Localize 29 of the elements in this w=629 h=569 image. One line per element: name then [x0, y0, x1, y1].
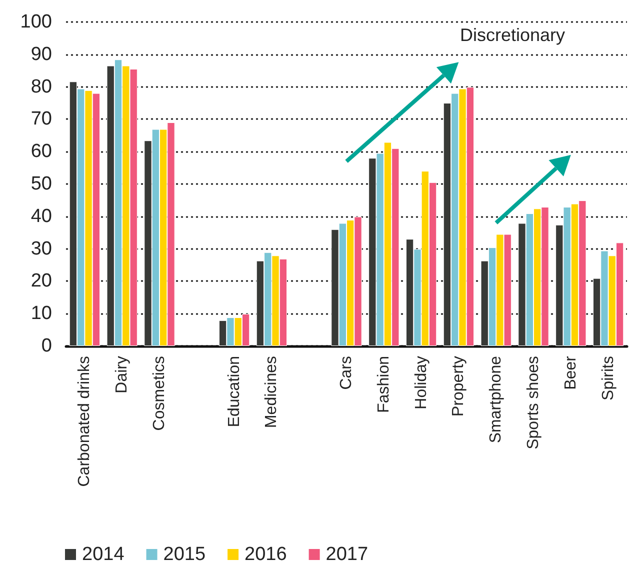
x-tick-label: Beer — [562, 355, 580, 390]
x-tick-label: Education — [226, 356, 243, 428]
x-tick-label: Holiday — [412, 356, 430, 410]
legend-label: 2016 — [244, 544, 287, 565]
x-tick-label: Spirits — [600, 356, 617, 400]
x-tick-label: Carbonated drinks — [76, 356, 94, 487]
x-tick-label: Cars — [338, 356, 355, 390]
y-tick-label: 40 — [30, 206, 52, 227]
x-tick-label: Sports shoes — [525, 356, 542, 450]
y-tick-label: 70 — [30, 108, 52, 130]
legend-label: 2014 — [82, 544, 125, 565]
y-tick-label: 20 — [30, 270, 52, 292]
legend-label: 2015 — [163, 544, 206, 565]
y-tick-label: 50 — [30, 174, 52, 194]
x-tick-label: Cosmetics — [151, 356, 168, 431]
y-tick-label: 60 — [30, 141, 52, 162]
x-tick-label: Dairy — [114, 356, 131, 394]
legend-label: 2017 — [326, 544, 368, 565]
y-tick-label: 10 — [30, 303, 52, 324]
x-tick-label: Smartphone — [488, 356, 505, 444]
annotation: Discretionary — [460, 25, 566, 45]
y-tick-label: 30 — [30, 238, 52, 260]
x-tick-label: Property — [450, 356, 468, 416]
x-tick-label: Medicines — [263, 356, 280, 428]
y-tick-label: 100 — [20, 12, 52, 32]
x-tick-label: Fashion — [375, 356, 392, 413]
y-tick-label: 90 — [30, 44, 52, 65]
y-tick-label: 80 — [30, 76, 52, 98]
y-tick-label: 0 — [41, 336, 52, 356]
